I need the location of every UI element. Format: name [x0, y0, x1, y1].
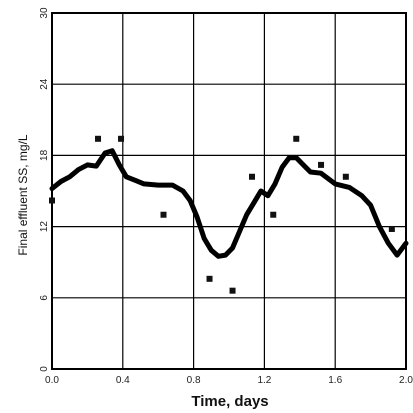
data-series [49, 135, 409, 294]
data-point [318, 161, 325, 168]
data-point [270, 211, 277, 218]
x-tick-label: 0.4 [116, 375, 130, 386]
data-point [95, 135, 102, 142]
data-point [206, 275, 213, 282]
data-point [118, 135, 125, 142]
y-tick-label: 24 [39, 78, 50, 90]
x-tick-label: 1.2 [257, 375, 271, 386]
data-point [249, 173, 256, 180]
x-tick-label: 0.8 [187, 375, 201, 386]
y-tick-label: 18 [39, 149, 50, 161]
y-tick-label: 30 [39, 7, 50, 19]
x-tick-label: 1.6 [328, 375, 342, 386]
x-tick-label: 2.0 [399, 375, 413, 386]
y-axis-title: Final effluent SS, mg/L [16, 134, 30, 256]
data-point [388, 225, 395, 232]
tick-labels: 0.0 0.4 0.8 1.2 1.6 2.0 0 6 12 18 24 30 [39, 7, 413, 386]
y-tick-label: 6 [39, 295, 50, 301]
data-point [49, 197, 55, 204]
x-tick-label: 0.0 [45, 375, 59, 386]
data-point [293, 135, 300, 142]
trend-line [49, 148, 409, 259]
y-tick-label: 12 [39, 221, 50, 233]
data-point [229, 287, 236, 294]
y-tick-label: 0 [39, 366, 50, 372]
data-point [342, 173, 349, 180]
data-point [160, 211, 167, 218]
x-axis-title: Time, days [191, 393, 268, 410]
